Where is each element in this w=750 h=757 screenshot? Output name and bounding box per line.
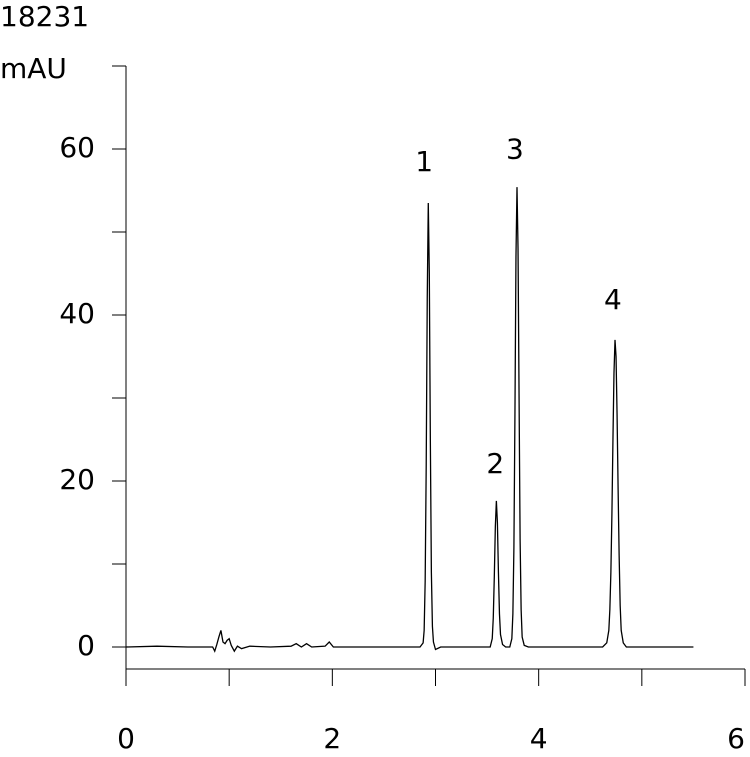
peak-label: 4	[604, 283, 622, 316]
trace	[125, 187, 694, 653]
peak-label: 1	[415, 145, 433, 178]
peak-label: 2	[486, 447, 504, 480]
y-tick-label: 20	[59, 463, 95, 496]
peak-label: 3	[506, 133, 524, 166]
y-tick-label: 0	[77, 629, 95, 662]
y-tick-label: 40	[59, 297, 95, 330]
y-tick-label: 60	[59, 131, 95, 164]
x-tick-label: 4	[530, 722, 548, 753]
y-axis-label: mAU	[0, 52, 67, 85]
x-tick-label: 2	[323, 722, 341, 753]
chart-title: 18231	[0, 0, 89, 33]
x-tick-label: 6	[727, 722, 745, 753]
x-tick-label: 0	[117, 722, 135, 753]
